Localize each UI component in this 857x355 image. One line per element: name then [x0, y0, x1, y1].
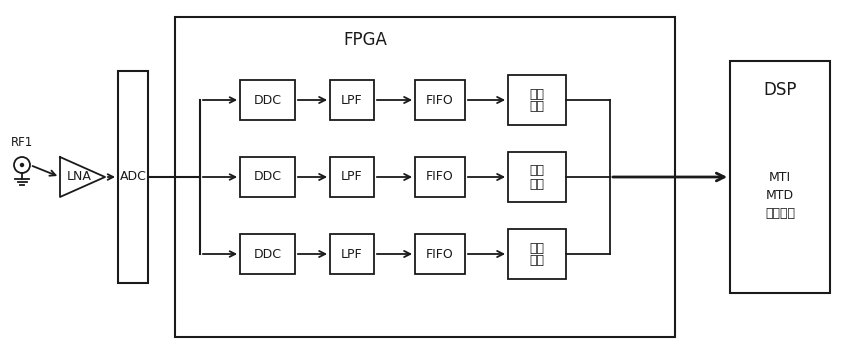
Text: MTD: MTD — [766, 189, 794, 202]
Text: FIFO: FIFO — [426, 93, 454, 106]
Text: FIFO: FIFO — [426, 247, 454, 261]
Bar — [415, 234, 465, 274]
Polygon shape — [60, 157, 105, 197]
Text: DDC: DDC — [254, 170, 281, 184]
Bar — [508, 229, 566, 279]
Bar — [330, 234, 374, 274]
Circle shape — [21, 164, 23, 166]
Bar — [330, 157, 374, 197]
Text: 压缩: 压缩 — [530, 100, 544, 114]
Text: LPF: LPF — [341, 247, 363, 261]
Bar — [240, 80, 295, 120]
Text: LPF: LPF — [341, 93, 363, 106]
Bar — [240, 157, 295, 197]
Bar — [508, 75, 566, 125]
Circle shape — [14, 157, 30, 173]
Text: LPF: LPF — [341, 170, 363, 184]
Text: 目标识别: 目标识别 — [765, 207, 795, 220]
Text: FPGA: FPGA — [343, 31, 387, 49]
Text: DDC: DDC — [254, 247, 281, 261]
Bar — [118, 71, 148, 283]
Bar — [730, 61, 830, 293]
Text: 脉冲: 脉冲 — [530, 164, 544, 178]
Text: LNA: LNA — [67, 170, 92, 184]
Text: 压缩: 压缩 — [530, 178, 544, 191]
Bar — [175, 17, 675, 337]
Text: 脉冲: 脉冲 — [530, 241, 544, 255]
Bar — [415, 157, 465, 197]
Text: FIFO: FIFO — [426, 170, 454, 184]
Bar — [240, 234, 295, 274]
Bar — [330, 80, 374, 120]
Bar — [508, 152, 566, 202]
Text: MTI: MTI — [769, 171, 791, 184]
Text: RF1: RF1 — [11, 136, 33, 149]
Text: 压缩: 压缩 — [530, 255, 544, 268]
Text: ADC: ADC — [120, 170, 147, 184]
Text: 脉冲: 脉冲 — [530, 87, 544, 100]
Text: DSP: DSP — [764, 81, 797, 99]
Bar — [415, 80, 465, 120]
Text: DDC: DDC — [254, 93, 281, 106]
